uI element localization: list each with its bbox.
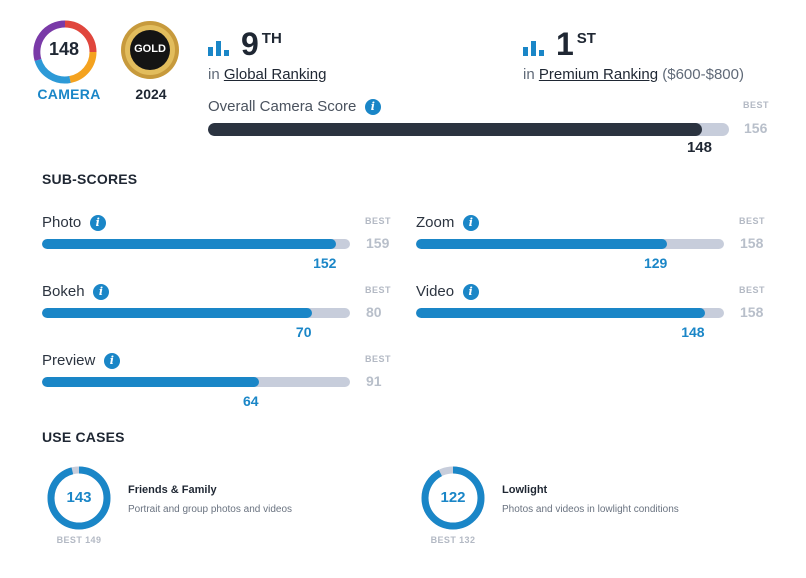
use-case-1-title: Lowlight <box>502 484 548 496</box>
subscore-preview-label: Preview <box>42 352 96 369</box>
bar-chart-icon <box>523 41 544 56</box>
subscore-video-fill <box>416 308 705 318</box>
subscore-zoom-bar <box>416 239 724 249</box>
info-icon[interactable]: i <box>364 98 381 115</box>
subscore-bokeh-best-label: BEST <box>365 285 392 295</box>
use-case-0-description: Portrait and group photos and videos <box>128 504 292 515</box>
subscores-title: SUB-SCORES <box>42 171 138 187</box>
subscore-zoom-heading: Zoom i <box>416 214 479 232</box>
subscore-zoom-label: Zoom <box>416 214 455 231</box>
use-case-1-ring: 122 <box>420 465 486 531</box>
subscore-bokeh-label: Bokeh <box>42 283 85 300</box>
global-rank-number: 9 <box>241 26 259 62</box>
premium-rank-suffix: ST <box>576 30 596 47</box>
subscore-photo-best-value: 159 <box>366 235 390 251</box>
subscore-video-heading: Video i <box>416 283 479 301</box>
subscore-preview-best-value: 91 <box>366 373 382 389</box>
subscore-video-value: 148 <box>681 324 705 340</box>
use-case-0-best: BEST 149 <box>56 535 102 545</box>
premium-ranking-link[interactable]: Premium Ranking <box>538 66 659 83</box>
subscore-photo-label: Photo <box>42 214 82 231</box>
use-case-0-score: 143 <box>66 489 92 506</box>
premium-rank-number: 1 <box>556 26 574 62</box>
award-tier: GOLD <box>134 43 166 55</box>
global-rank-prefix: in <box>208 66 220 83</box>
subscore-video-best-label: BEST <box>739 285 766 295</box>
use-case-0-title: Friends & Family <box>128 484 217 496</box>
subscore-photo-best-label: BEST <box>365 216 392 226</box>
overall-best-label: BEST <box>743 100 770 110</box>
badge-label: CAMERA <box>37 86 101 102</box>
info-icon[interactable]: i <box>103 352 120 369</box>
subscore-preview-best-label: BEST <box>365 354 392 364</box>
info-icon[interactable]: i <box>93 283 109 300</box>
info-icon[interactable]: i <box>462 214 479 231</box>
subscore-bokeh-fill <box>42 308 312 318</box>
subscore-video-label: Video <box>416 283 455 300</box>
overall-score-label: Overall Camera Score <box>208 98 357 115</box>
subscore-preview-heading: Preview i <box>42 352 120 370</box>
info-icon[interactable]: i <box>462 283 479 300</box>
subscore-photo-value: 152 <box>313 255 337 271</box>
use-case-1-description: Photos and videos in lowlight conditions <box>502 504 679 515</box>
subscore-preview-fill <box>42 377 259 387</box>
laurel-wreath-icon <box>121 21 179 79</box>
subscore-bokeh-value: 70 <box>295 324 312 340</box>
use-case-1-best: BEST 132 <box>430 535 476 545</box>
subscore-bokeh-best-value: 80 <box>366 304 382 320</box>
subscore-video-bar <box>416 308 724 318</box>
subscore-bokeh-heading: Bokeh i <box>42 283 109 301</box>
subscore-photo-heading: Photo i <box>42 214 106 232</box>
subscore-video-best-value: 158 <box>740 304 764 320</box>
subscore-zoom-best-label: BEST <box>739 216 766 226</box>
dxomark-score-badge: 148 CAMERA <box>30 18 110 102</box>
use-case-1-score: 122 <box>440 489 466 506</box>
overall-best-value: 156 <box>744 120 768 136</box>
subscore-bokeh-bar <box>42 308 350 318</box>
premium-rank-description: in Premium Ranking ($600-$800) <box>523 66 744 83</box>
score-badge-ring-icon <box>33 20 97 84</box>
global-rank-description: in Global Ranking <box>208 66 326 83</box>
score-ring-icon <box>421 466 485 530</box>
subscore-zoom-best-value: 158 <box>740 235 764 251</box>
global-rank-value: 9 TH <box>241 28 282 60</box>
badge-score: 148 <box>48 39 80 59</box>
subscore-zoom-fill <box>416 239 668 249</box>
global-rank-suffix: TH <box>261 30 282 47</box>
overall-score-heading: Overall Camera Score i <box>208 98 381 116</box>
award-year: 2024 <box>135 86 167 102</box>
gold-award-badge: GOLD 2024 <box>118 20 188 110</box>
subscore-preview-bar <box>42 377 350 387</box>
info-icon[interactable]: i <box>89 214 106 231</box>
use-case-0-ring: 143 <box>46 465 112 531</box>
subscore-photo-bar <box>42 239 350 249</box>
subscore-photo-fill <box>42 239 337 249</box>
score-ring-icon <box>47 466 111 530</box>
overall-score-bar <box>208 123 729 136</box>
premium-price-range: ($600-$800) <box>662 66 744 83</box>
overall-score-value: 148 <box>686 139 712 156</box>
subscore-preview-value: 64 <box>242 393 259 409</box>
premium-rank-prefix: in <box>523 66 535 83</box>
premium-rank-value: 1 ST <box>556 28 596 60</box>
bar-chart-icon <box>208 41 229 56</box>
use-cases-title: USE CASES <box>42 429 125 445</box>
subscore-zoom-value: 129 <box>643 255 668 271</box>
overall-score-fill <box>208 123 703 136</box>
global-ranking-link[interactable]: Global Ranking <box>223 66 327 83</box>
